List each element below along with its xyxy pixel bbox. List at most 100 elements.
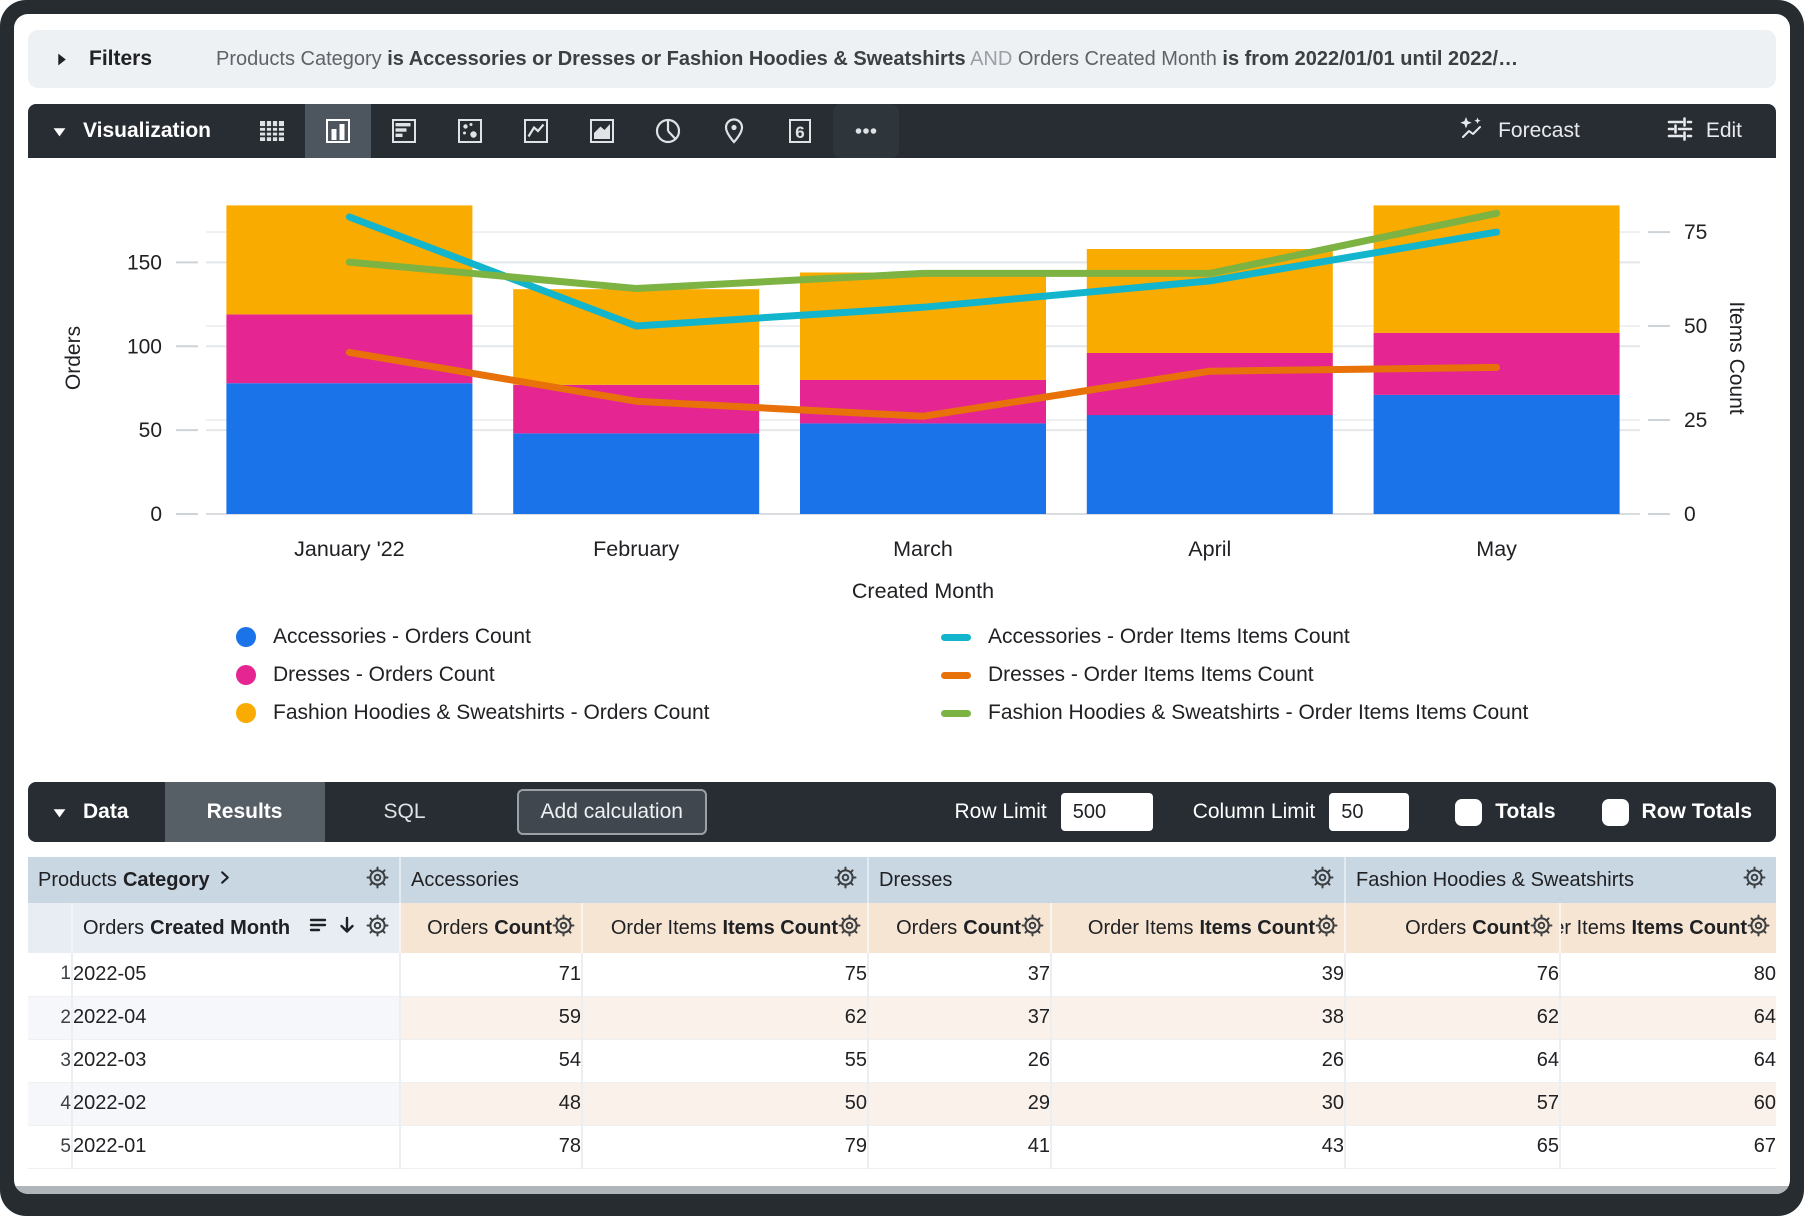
measure-cell[interactable]: 38 bbox=[1051, 996, 1345, 1039]
measure-cell[interactable]: 76 bbox=[1345, 953, 1560, 996]
row-limit-input[interactable] bbox=[1061, 793, 1153, 831]
bar-segment[interactable] bbox=[1374, 205, 1620, 333]
measure-cell[interactable]: 26 bbox=[1051, 1039, 1345, 1082]
measure-header[interactable]: Orders Count bbox=[1345, 903, 1560, 953]
column-group-header[interactable]: Dresses bbox=[868, 857, 1345, 903]
measure-cell[interactable]: 79 bbox=[582, 1125, 868, 1168]
gear-icon[interactable] bbox=[834, 866, 857, 895]
gear-icon[interactable] bbox=[1747, 914, 1770, 943]
bar-segment[interactable] bbox=[1374, 395, 1620, 514]
tab-results[interactable]: Results bbox=[165, 782, 325, 842]
measure-cell[interactable]: 30 bbox=[1051, 1082, 1345, 1125]
measure-cell[interactable]: 26 bbox=[868, 1039, 1051, 1082]
measure-cell[interactable]: 57 bbox=[1345, 1082, 1560, 1125]
chevron-down-icon[interactable] bbox=[52, 805, 67, 820]
measure-cell[interactable]: 43 bbox=[1051, 1125, 1345, 1168]
measure-cell[interactable]: 50 bbox=[582, 1082, 868, 1125]
gear-icon[interactable] bbox=[366, 914, 389, 943]
legend-item[interactable]: Accessories - Orders Count bbox=[236, 618, 941, 656]
column-group-header[interactable]: Products Category bbox=[28, 857, 400, 903]
gear-icon[interactable] bbox=[1530, 914, 1553, 943]
single-value-icon[interactable]: 6 bbox=[767, 104, 833, 158]
row-totals-checkbox[interactable] bbox=[1602, 799, 1629, 826]
bar-segment[interactable] bbox=[800, 273, 1046, 380]
legend-item[interactable]: Dresses - Order Items Items Count bbox=[941, 656, 1776, 694]
legend-item[interactable]: Fashion Hoodies & Sweatshirts - Orders C… bbox=[236, 694, 941, 732]
gear-icon[interactable] bbox=[838, 914, 861, 943]
pie-chart-icon[interactable] bbox=[635, 104, 701, 158]
measure-cell[interactable]: 64 bbox=[1560, 996, 1776, 1039]
measure-header[interactable]: Order Items Items Count bbox=[582, 903, 868, 953]
bar-segment[interactable] bbox=[513, 289, 759, 385]
measure-cell[interactable]: 64 bbox=[1560, 1039, 1776, 1082]
measure-cell[interactable]: 71 bbox=[400, 953, 582, 996]
measure-cell[interactable]: 64 bbox=[1345, 1039, 1560, 1082]
sort-desc-arrow-icon[interactable] bbox=[337, 915, 357, 941]
bar-segment[interactable] bbox=[800, 423, 1046, 514]
edit-button[interactable]: Edit bbox=[1664, 113, 1742, 149]
column-group-header[interactable]: Accessories bbox=[400, 857, 868, 903]
measure-cell[interactable]: 48 bbox=[400, 1082, 582, 1125]
measure-cell[interactable]: 37 bbox=[868, 953, 1051, 996]
legend-item[interactable]: Fashion Hoodies & Sweatshirts - Order It… bbox=[941, 694, 1776, 732]
bar-segment[interactable] bbox=[226, 314, 472, 383]
legend-item[interactable]: Dresses - Orders Count bbox=[236, 656, 941, 694]
measure-header[interactable]: Order Items Items Count bbox=[1051, 903, 1345, 953]
scatter-chart-icon[interactable] bbox=[437, 104, 503, 158]
bar-segment[interactable] bbox=[226, 383, 472, 514]
sort-list-icon[interactable] bbox=[308, 915, 328, 941]
gear-icon[interactable] bbox=[1315, 914, 1338, 943]
column-limit-input[interactable] bbox=[1329, 793, 1409, 831]
line-chart-icon[interactable] bbox=[503, 104, 569, 158]
dimension-cell[interactable]: 2022-03 bbox=[72, 1039, 400, 1082]
measure-cell[interactable]: 59 bbox=[400, 996, 582, 1039]
measure-cell[interactable]: 67 bbox=[1560, 1125, 1776, 1168]
area-chart-icon[interactable] bbox=[569, 104, 635, 158]
measure-header[interactable]: Orders Count bbox=[400, 903, 582, 953]
measure-cell[interactable]: 75 bbox=[582, 953, 868, 996]
add-calculation-button[interactable]: Add calculation bbox=[517, 789, 707, 835]
measure-cell[interactable]: 65 bbox=[1345, 1125, 1560, 1168]
measure-cell[interactable]: 60 bbox=[1560, 1082, 1776, 1125]
dimension-header[interactable]: Orders Created Month bbox=[72, 903, 400, 953]
gear-icon[interactable] bbox=[366, 866, 389, 895]
column-chart-icon[interactable] bbox=[305, 104, 371, 158]
filters-bar[interactable]: Filters Products Category is Accessories… bbox=[28, 30, 1776, 88]
measure-header[interactable]: Orders Count bbox=[868, 903, 1051, 953]
legend-item[interactable]: Accessories - Order Items Items Count bbox=[941, 618, 1776, 656]
measure-cell[interactable]: 39 bbox=[1051, 953, 1345, 996]
chevron-down-icon[interactable] bbox=[52, 124, 67, 139]
gear-icon[interactable] bbox=[1311, 866, 1334, 895]
measure-cell[interactable]: 54 bbox=[400, 1039, 582, 1082]
measure-cell[interactable]: 41 bbox=[868, 1125, 1051, 1168]
measure-header[interactable]: Order Items Items Count bbox=[1560, 903, 1776, 953]
chevron-right-icon[interactable] bbox=[216, 869, 233, 892]
column-group-header[interactable]: Fashion Hoodies & Sweatshirts bbox=[1345, 857, 1776, 903]
totals-checkbox[interactable] bbox=[1455, 799, 1482, 826]
measure-cell[interactable]: 29 bbox=[868, 1082, 1051, 1125]
more-options-icon[interactable] bbox=[833, 104, 899, 158]
gear-icon[interactable] bbox=[552, 914, 575, 943]
measure-cell[interactable]: 80 bbox=[1560, 953, 1776, 996]
measure-cell[interactable]: 78 bbox=[400, 1125, 582, 1168]
bar-segment[interactable] bbox=[1374, 333, 1620, 395]
measure-cell[interactable]: 55 bbox=[582, 1039, 868, 1082]
tab-sql[interactable]: SQL bbox=[325, 782, 485, 842]
bar-segment[interactable] bbox=[1087, 415, 1333, 514]
measure-cell[interactable]: 62 bbox=[1345, 996, 1560, 1039]
dimension-cell[interactable]: 2022-05 bbox=[72, 953, 400, 996]
horizontal-scrollbar[interactable] bbox=[14, 1186, 1790, 1194]
dimension-cell[interactable]: 2022-04 bbox=[72, 996, 400, 1039]
gear-icon[interactable] bbox=[1743, 866, 1766, 895]
map-chart-icon[interactable] bbox=[701, 104, 767, 158]
measure-cell[interactable]: 37 bbox=[868, 996, 1051, 1039]
measure-cell[interactable]: 62 bbox=[582, 996, 868, 1039]
gear-icon[interactable] bbox=[1021, 914, 1044, 943]
bar-segment[interactable] bbox=[513, 434, 759, 515]
chevron-right-icon[interactable] bbox=[54, 52, 69, 67]
dimension-cell[interactable]: 2022-01 bbox=[72, 1125, 400, 1168]
bar-chart-icon[interactable] bbox=[371, 104, 437, 158]
table-chart-icon[interactable] bbox=[239, 104, 305, 158]
dimension-cell[interactable]: 2022-02 bbox=[72, 1082, 400, 1125]
forecast-button[interactable]: Forecast bbox=[1456, 113, 1580, 149]
